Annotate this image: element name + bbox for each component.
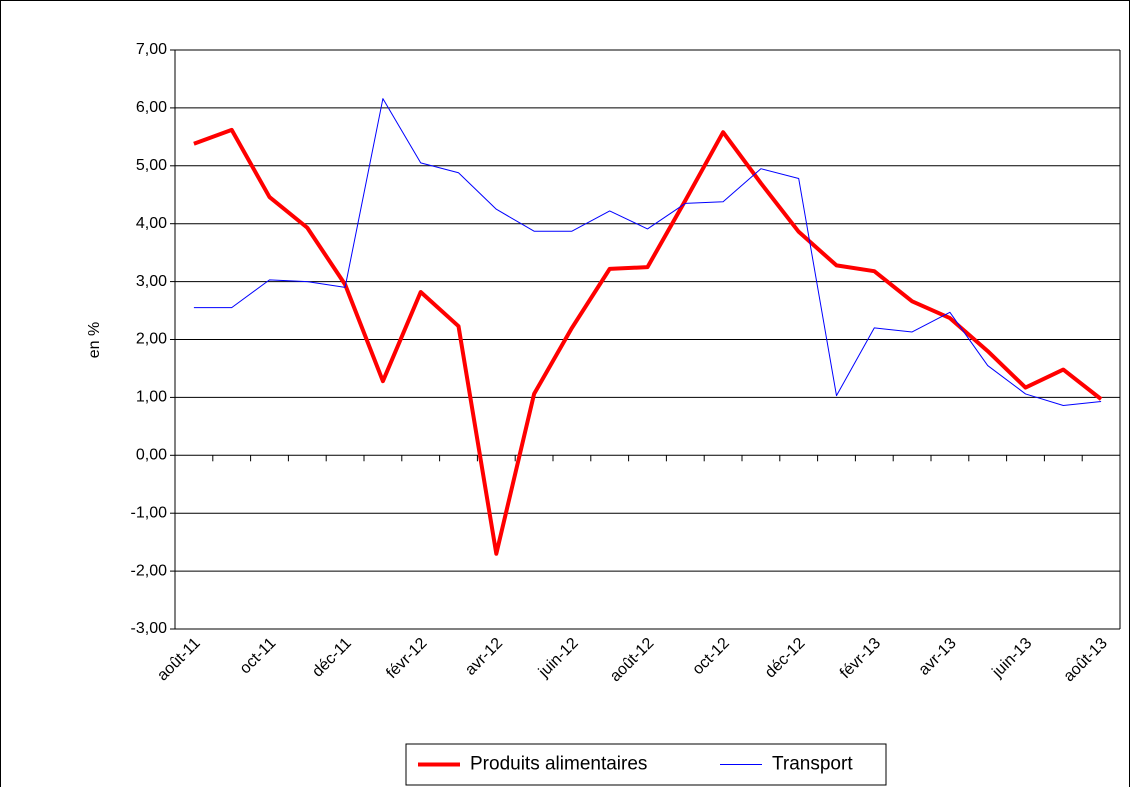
series-line	[193, 98, 1102, 407]
x-tick-label: déc-12	[762, 635, 809, 682]
y-axis-title: en %	[86, 322, 103, 358]
y-tick-label: -1,00	[131, 504, 168, 521]
series-line	[193, 127, 1103, 556]
y-tick-label: 7,00	[136, 41, 167, 58]
x-tick-label: oct-11	[237, 635, 280, 678]
x-tick-label: avr-12	[462, 635, 506, 679]
legend-label: Transport	[772, 754, 853, 775]
x-tick-label: août-13	[1061, 635, 1111, 685]
y-tick-label: 4,00	[136, 215, 167, 232]
y-tick-label: 0,00	[136, 447, 167, 464]
x-tick-label: juin-13	[989, 635, 1036, 682]
legend-label: Produits alimentaires	[470, 754, 647, 775]
x-tick-label: févr-13	[837, 635, 884, 682]
x-tick-label: avr-13	[916, 635, 960, 679]
y-tick-label: 5,00	[136, 157, 167, 174]
x-tick-label: oct-12	[689, 635, 733, 679]
y-tick-label: 1,00	[136, 389, 167, 406]
y-tick-label: -3,00	[131, 620, 168, 637]
x-tick-label: déc-11	[309, 635, 355, 681]
x-tick-label: févr-12	[383, 635, 430, 682]
y-tick-label: 2,00	[136, 331, 167, 348]
legend-box	[405, 743, 887, 786]
y-tick-label: 6,00	[136, 99, 167, 116]
x-tick-label: juin-12	[535, 635, 582, 682]
y-tick-label: -2,00	[131, 562, 168, 579]
x-tick-label: août-12	[607, 635, 657, 685]
x-tick-label: août-11	[154, 635, 204, 685]
y-tick-label: 3,00	[136, 273, 167, 290]
